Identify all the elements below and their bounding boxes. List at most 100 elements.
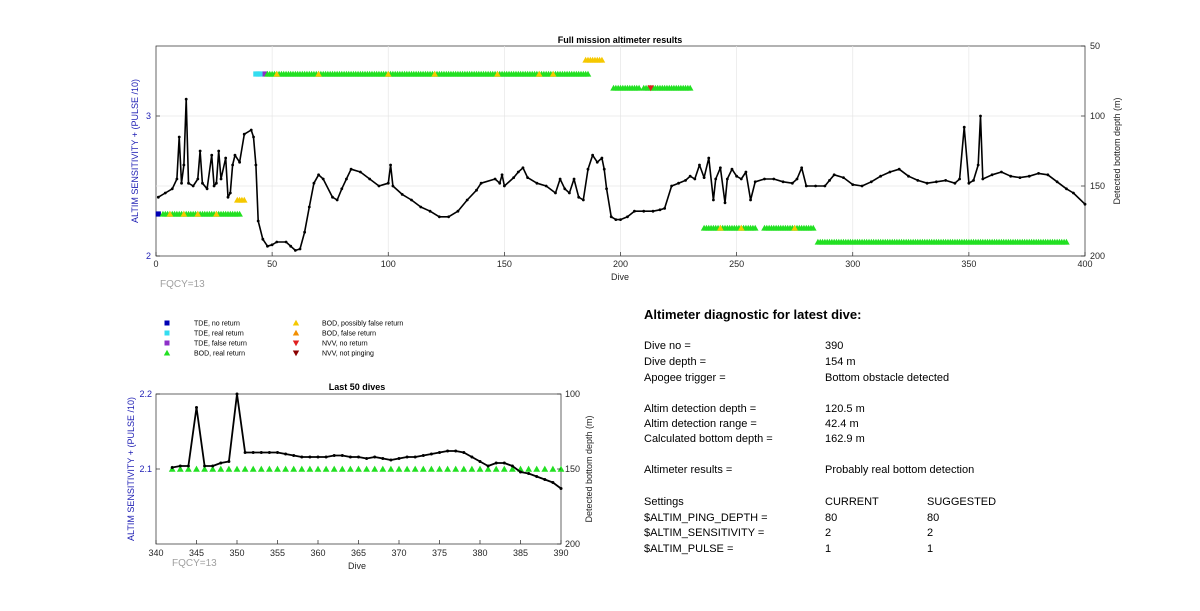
bottom-depth-point [284, 452, 288, 456]
top-marker-bod-possible [384, 70, 392, 77]
bottom-marker-bod-real [298, 465, 306, 472]
bottom-right-y-tick-label: 100 [565, 389, 580, 399]
top-depth-point [712, 198, 715, 202]
top-depth-point [191, 184, 195, 188]
legend-triangle-down-icon [292, 350, 300, 357]
bottom-x-tick-label: 365 [351, 548, 366, 558]
top-depth-point [1037, 172, 1040, 175]
top-depth-point [823, 184, 827, 188]
bottom-x-tick-label: 360 [310, 548, 325, 558]
top-depth-point [600, 156, 604, 160]
bottom-marker-bod-real [533, 465, 541, 472]
bottom-marker-bod-real [484, 465, 492, 472]
top-right-y-label: Detected bottom depth (m) [1112, 97, 1122, 204]
bottom-marker-bod-real [509, 465, 516, 472]
bottom-fqcy-annotation: FQCY=13 [172, 558, 217, 569]
bottom-marker-bod-real [257, 465, 265, 472]
bottom-marker-bod-real [476, 465, 484, 472]
top-depth-point [226, 195, 230, 199]
top-marker-bod-possible [194, 210, 202, 217]
bottom-depth-point [251, 451, 255, 454]
diag-row-calc-bottom: Calculated bottom depth = 162.9 m [644, 433, 1064, 447]
top-depth-point [293, 249, 297, 252]
top-depth-point [177, 135, 181, 139]
top-depth-point [554, 191, 557, 195]
bottom-marker-bod-real [306, 465, 314, 472]
top-depth-point [498, 181, 502, 185]
top-depth-point [925, 181, 929, 185]
bottom-depth-point [429, 452, 433, 456]
top-depth-point [684, 179, 687, 182]
bottom-marker-bod-real [492, 465, 500, 472]
top-depth-point [563, 187, 567, 191]
bottom-depth-point [211, 464, 215, 468]
top-right-y-tick-label: 100 [1090, 111, 1105, 121]
bottom-marker-bod-real [266, 465, 273, 472]
diag-row-sensitivity: $ALTIM_SENSITIVITY = 2 2 [644, 527, 1064, 541]
top-depth-point [744, 170, 748, 174]
top-depth-point [447, 215, 451, 219]
top-depth-point [658, 208, 662, 212]
bottom-depth-point [381, 457, 385, 460]
top-depth-point [568, 191, 571, 195]
top-depth-point [967, 181, 971, 185]
top-depth-point [389, 163, 392, 167]
pulse-suggested: 1 [927, 543, 934, 555]
top-right-y-tick-label: 50 [1090, 41, 1100, 51]
top-depth-point [340, 187, 344, 191]
bottom-depth-point [438, 451, 441, 454]
top-depth-point [212, 184, 216, 188]
top-depth-point [772, 177, 776, 181]
top-depth-point [897, 167, 901, 171]
top-depth-point [999, 170, 1003, 174]
top-depth-point [349, 167, 353, 171]
top-depth-point [753, 180, 757, 184]
legend-triangle-up-icon [292, 329, 300, 336]
top-depth-point [535, 181, 539, 185]
bottom-chart-title: Last 50 dives [329, 382, 386, 392]
top-depth-point [437, 215, 441, 219]
bottom-depth-point [454, 449, 458, 453]
dive-no-label: Dive no = [644, 340, 691, 352]
top-depth-point [410, 198, 413, 202]
bottom-depth-point [373, 455, 377, 459]
bottom-depth-point [243, 451, 247, 454]
bottom-depth-point [227, 460, 231, 463]
calc-bottom-value: 162.9 m [825, 433, 865, 445]
top-depth-point [591, 153, 595, 157]
top-depth-point [714, 177, 718, 181]
top-depth-point [749, 198, 752, 202]
ping-depth-current: 80 [825, 512, 838, 524]
top-depth-point [289, 244, 293, 248]
top-marker-bod-possible [240, 196, 248, 203]
top-left-y-label: ALTIM SENSITIVITY + (PULSE /10) [130, 79, 140, 223]
top-marker-bod-real [686, 84, 694, 91]
top-depth-point [934, 180, 938, 184]
top-depth-point [572, 177, 576, 181]
top-depth-point [201, 181, 204, 185]
top-depth-point [944, 179, 948, 182]
bottom-marker-bod-real [201, 465, 208, 472]
top-depth-point [368, 177, 372, 181]
bottom-depth-point [462, 451, 466, 454]
top-depth-point [739, 177, 743, 181]
dive-depth-value: 154 m [825, 356, 856, 368]
legend-entry-label: NVV, not pinging [322, 351, 374, 358]
legend-entry-label: BOD, possibly false return [322, 321, 403, 328]
top-depth-point [602, 167, 606, 171]
top-depth-point [228, 191, 232, 195]
top-depth-point [581, 198, 585, 202]
bottom-marker-bod-real [460, 465, 468, 472]
top-marker-bod-real [1063, 238, 1070, 245]
pulse-label: $ALTIM_PULSE = [644, 543, 734, 555]
top-depth-point [180, 181, 183, 185]
top-depth-point [479, 181, 483, 185]
bottom-x-tick-label: 370 [391, 548, 406, 558]
calc-bottom-label: Calculated bottom depth = [644, 433, 773, 445]
ping-depth-label: $ALTIM_PING_DEPTH = [644, 512, 768, 524]
top-depth-point [790, 181, 794, 185]
top-depth-point [516, 170, 520, 174]
top-x-tick-label: 200 [613, 259, 628, 269]
bottom-marker-bod-real [225, 465, 233, 472]
